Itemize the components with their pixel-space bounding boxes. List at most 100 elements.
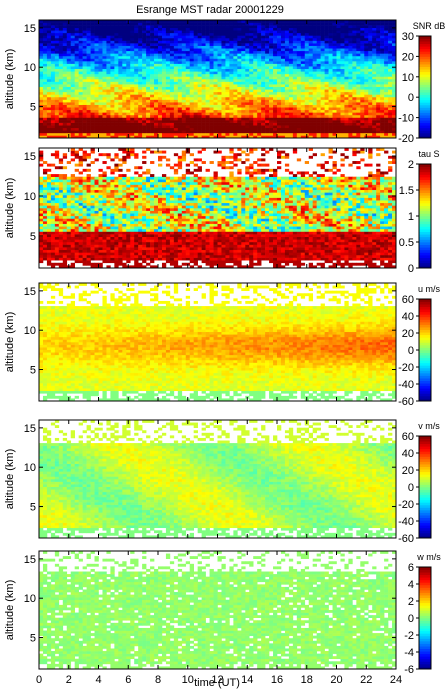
heatmap-cell	[213, 91, 218, 95]
heatmap-cell	[253, 117, 258, 121]
heatmap-cell	[118, 244, 123, 248]
heatmap-cell	[253, 114, 258, 118]
heatmap-cell	[237, 102, 242, 105]
heatmap-cell	[344, 91, 349, 95]
heatmap-cell	[158, 27, 163, 31]
heatmap-cell	[352, 68, 357, 72]
heatmap-cell	[134, 25, 139, 28]
heatmap-cell	[221, 25, 226, 28]
heatmap-cell	[304, 122, 310, 126]
heatmap-cell	[237, 53, 242, 57]
heatmap-cell	[209, 127, 214, 131]
heatmap-cell	[106, 208, 111, 211]
heatmap-cell	[265, 84, 270, 87]
heatmap-cell	[296, 125, 302, 129]
heatmap-cell	[300, 89, 306, 93]
heatmap-cell	[257, 22, 262, 26]
heatmap-cell	[253, 109, 258, 113]
heatmap-cell	[126, 30, 131, 34]
heatmap-cell	[360, 27, 365, 31]
heatmap-cell	[284, 63, 290, 67]
heatmap-cell	[253, 107, 258, 111]
heatmap-cell	[122, 81, 127, 85]
heatmap-cell	[74, 53, 79, 57]
heatmap-cell	[130, 35, 135, 39]
heatmap-cell	[46, 174, 52, 177]
heatmap-cell	[58, 20, 64, 23]
heatmap-cell	[78, 73, 83, 77]
heatmap-cell	[189, 55, 194, 59]
heatmap-cell	[74, 215, 79, 219]
heatmap-cell	[320, 63, 325, 67]
heatmap-cell	[217, 94, 222, 98]
heatmap-cell	[90, 234, 95, 237]
heatmap-cell	[158, 40, 163, 44]
heatmap-cell	[304, 40, 310, 44]
heatmap-cell	[102, 257, 107, 261]
heatmap-cell	[316, 84, 321, 87]
heatmap-cell	[126, 84, 131, 87]
heatmap-cell	[74, 81, 79, 85]
heatmap-cell	[130, 58, 135, 62]
heatmap-cell	[368, 135, 373, 139]
heatmap-cell	[292, 73, 298, 77]
heatmap-cell	[98, 200, 103, 204]
heatmap-cell	[74, 102, 79, 105]
heatmap-cell	[54, 89, 60, 93]
heatmap-cell	[134, 81, 139, 85]
heatmap-cell	[288, 55, 294, 59]
heatmap-cell	[336, 135, 341, 139]
heatmap-cell	[368, 22, 373, 26]
heatmap-cell	[134, 53, 139, 57]
heatmap-cell	[229, 130, 234, 134]
heatmap-cell	[98, 86, 103, 90]
heatmap-cell	[165, 32, 171, 36]
heatmap-cell	[62, 249, 68, 253]
heatmap-cell	[241, 55, 246, 59]
heatmap-cell	[82, 20, 87, 23]
heatmap-cell	[356, 48, 361, 52]
heatmap-cell	[229, 58, 234, 62]
heatmap-cell	[364, 122, 369, 126]
heatmap-cell	[158, 109, 163, 113]
heatmap-cell	[284, 79, 290, 82]
heatmap-cell	[82, 37, 87, 41]
heatmap-cell	[328, 71, 333, 75]
heatmap-cell	[70, 158, 75, 162]
heatmap-cell	[122, 71, 127, 75]
heatmap-cell	[209, 89, 214, 93]
heatmap-cell	[177, 91, 183, 95]
heatmap-cell	[78, 218, 83, 222]
heatmap-cell	[304, 102, 310, 105]
heatmap-cell	[82, 79, 87, 82]
heatmap-cell	[233, 122, 238, 126]
heatmap-cell	[126, 58, 131, 62]
heatmap-cell	[169, 45, 175, 49]
heatmap-cell	[257, 109, 262, 113]
heatmap-cell	[392, 81, 397, 85]
colorbar-label: SNR dB	[413, 21, 446, 31]
heatmap-cell	[78, 192, 83, 196]
heatmap-cell	[253, 37, 258, 41]
heatmap-cell	[324, 84, 329, 87]
heatmap-cell	[173, 130, 179, 134]
heatmap-cell	[320, 27, 325, 31]
heatmap-cell	[110, 48, 115, 52]
heatmap-cell	[86, 96, 91, 100]
heatmap-cell	[197, 20, 202, 23]
heatmap-cell	[265, 73, 270, 77]
heatmap-cell	[50, 55, 56, 59]
heatmap-cell	[50, 205, 56, 209]
heatmap-cell	[126, 45, 131, 49]
heatmap-cell	[324, 107, 329, 111]
heatmap-cell	[245, 58, 250, 62]
heatmap-cell	[42, 221, 48, 224]
heatmap-cell	[110, 197, 115, 201]
heatmap-cell	[320, 76, 325, 80]
heatmap-cell	[360, 61, 365, 64]
heatmap-cell	[181, 122, 187, 126]
heatmap-cell	[173, 68, 179, 72]
heatmap-cell	[154, 43, 159, 46]
colorbar-segment	[419, 53, 431, 57]
heatmap-cell	[58, 96, 64, 100]
